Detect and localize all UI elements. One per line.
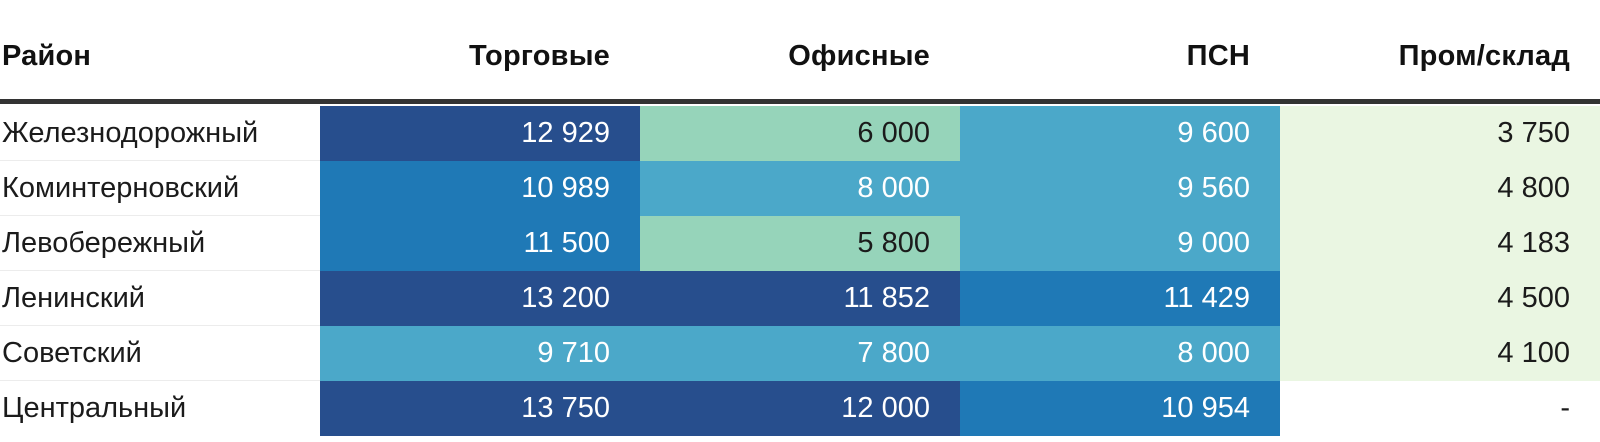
column-header-psn: ПСН [1186,40,1250,72]
value-cell: 4 800 [1280,161,1600,216]
value-cell: 9 710 [320,326,640,381]
value-cell: 4 100 [1280,326,1600,381]
table-row: Советский 9 710 7 800 8 000 4 100 [0,326,1600,381]
table-header-row: Район Торговые Офисные ПСН Пром/склад [0,0,1600,104]
value-cell: - [1280,381,1600,436]
table-row: Левобережный 11 500 5 800 9 000 4 183 [0,216,1600,271]
table-body: Железнодорожный 12 929 6 000 9 600 3 750 Коми… [0,106,1600,436]
value-cell: 7 800 [640,326,960,381]
district-cell: Ленинский [0,271,320,326]
value-cell: 10 989 [320,161,640,216]
value-cell: 13 200 [320,271,640,326]
table-row: Коминтерновский 10 989 8 000 9 560 4 800 [0,161,1600,216]
value-cell: 11 852 [640,271,960,326]
value-cell: 6 000 [640,106,960,161]
value-cell: 12 000 [640,381,960,436]
value-cell: 8 000 [640,161,960,216]
column-header-industrial: Пром/склад [1398,40,1570,72]
value-cell: 12 929 [320,106,640,161]
column-header-district: Район [2,40,92,72]
value-cell: 9 000 [960,216,1280,271]
value-cell: 4 183 [1280,216,1600,271]
value-cell: 3 750 [1280,106,1600,161]
value-cell: 9 600 [960,106,1280,161]
district-cell: Коминтерновский [0,161,320,216]
value-cell: 13 750 [320,381,640,436]
district-cell: Советский [0,326,320,381]
value-cell: 4 500 [1280,271,1600,326]
table-row: Ленинский 13 200 11 852 11 429 4 500 [0,271,1600,326]
value-cell: 8 000 [960,326,1280,381]
column-header-retail: Торговые [468,40,610,72]
table-row: Железнодорожный 12 929 6 000 9 600 3 750 [0,106,1600,161]
column-header-office: Офисные [788,40,930,72]
value-cell: 11 429 [960,271,1280,326]
value-cell: 5 800 [640,216,960,271]
value-cell: 9 560 [960,161,1280,216]
district-cell: Левобережный [0,216,320,271]
value-cell: 10 954 [960,381,1280,436]
table-row: Центральный 13 750 12 000 10 954- [0,381,1600,436]
district-cell: Центральный [0,381,320,436]
district-cell: Железнодорожный [0,106,320,161]
value-cell: 11 500 [320,216,640,271]
